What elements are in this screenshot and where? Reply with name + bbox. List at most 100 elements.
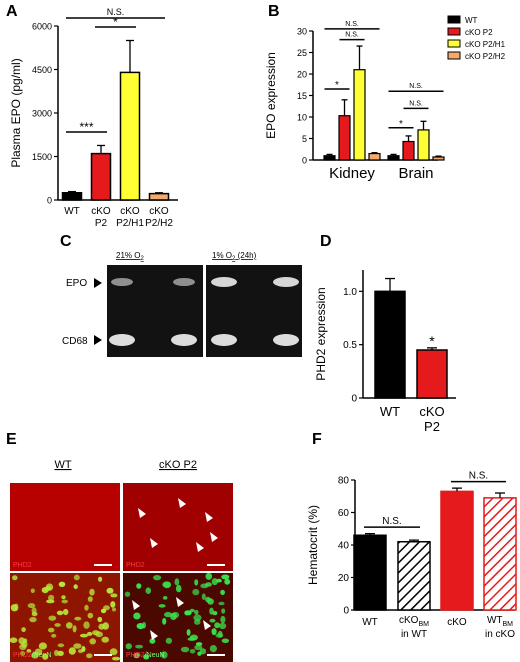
f-label-cko-bm-main: cKO: [399, 615, 419, 626]
significance-label: N.S.: [382, 516, 401, 527]
chart-b-epo-expression: 0 5 10 15 20 25 30 EPO expression Kidney Brain * N.…: [264, 15, 506, 182]
micro-cko-merge-phd2: PHD2: [126, 652, 145, 659]
neun-cell: [42, 653, 49, 660]
neun-cell: [143, 654, 150, 660]
arrowhead-icon: [210, 532, 218, 542]
significance-label: ***: [79, 120, 93, 134]
significance-label: N.S.: [409, 100, 423, 107]
neun-cell: [199, 648, 207, 655]
y-axis-title: Plasma EPO (pg/ml): [9, 58, 23, 167]
f-category-labels: WT cKOBM in WT cKO WTBM in cKO: [362, 615, 515, 640]
neun-cell: [14, 603, 19, 611]
y-axis-title: PHD2 expression: [314, 287, 328, 380]
neun-cell: [74, 616, 82, 621]
blot-epo-band: [111, 278, 133, 286]
arrowhead-icon: [176, 597, 184, 607]
neun-cell: [65, 622, 73, 629]
significance-label: *: [399, 119, 403, 130]
neun-cell: [48, 615, 57, 621]
neun-cell: [189, 634, 198, 641]
neun-cell: [72, 625, 77, 633]
micro-wt-merge-image: [10, 573, 120, 662]
y-tick-label: 20: [338, 573, 350, 584]
neun-cell: [21, 641, 28, 648]
neun-cell: [73, 584, 78, 590]
neun-cell: [175, 584, 182, 593]
neun-cell: [189, 649, 196, 654]
neun-cell: [158, 604, 166, 608]
neun-cell: [205, 572, 213, 580]
neun-cell: [87, 612, 94, 619]
y-tick-label: 6000: [32, 22, 52, 32]
bar: [432, 156, 445, 161]
blot-epo-arrow: [94, 278, 102, 288]
neun-cell: [101, 636, 109, 643]
neun-cell: [133, 612, 141, 620]
blot-header2-main: 1% O: [212, 251, 232, 260]
blot-header-1-o2-24h: 1% O2 (24h): [212, 251, 257, 262]
neun-cell: [110, 601, 116, 608]
microscopy-panel: WT cKO P2 PHD2 PHD2 PHD2/NeuN PHD2/NeuN: [9, 459, 233, 662]
micro-title-cko-p2: cKO P2: [159, 459, 197, 471]
blot-row-label-epo: EPO: [66, 278, 87, 289]
arrowhead-icon: [205, 512, 213, 522]
neun-cell: [135, 644, 144, 649]
y-tick-label: 0: [47, 196, 52, 206]
arrowhead-icon: [150, 630, 158, 640]
bar: [353, 69, 366, 161]
neun-cell: [83, 621, 90, 629]
bar: [483, 497, 517, 611]
blot-header1-main: 21% O: [116, 251, 140, 260]
micro-wt-neun-cells: [9, 574, 121, 661]
bar: [148, 192, 170, 201]
x-tick-label: cKO: [149, 206, 169, 217]
neun-cell: [9, 637, 18, 643]
neun-cell: [30, 588, 35, 594]
blot-epo-band: [173, 278, 195, 286]
neun-cell: [80, 633, 88, 638]
micro-wt-merge-phd2: PHD2: [13, 652, 32, 659]
neun-cell: [162, 581, 171, 588]
micro-wt-phd2-label: PHD2: [13, 562, 32, 569]
neun-cell: [194, 619, 201, 625]
panel-label-c: C: [60, 233, 72, 250]
chart-f-hematocrit: 0 20 40 60 80 Hematocrit (%) N.S. N.S.: [306, 471, 517, 617]
blot-header2-sub: 2: [232, 256, 236, 262]
micro-title-wt: WT: [54, 459, 71, 471]
legend-label: WT: [465, 16, 478, 25]
blot-epo-band: [273, 277, 299, 287]
neun-cell: [192, 588, 200, 596]
x-tick-label: P2: [424, 419, 440, 434]
y-axis-title: Hematocrit (%): [306, 505, 320, 585]
blot-header1-sub: 2: [140, 256, 144, 262]
neun-cell: [61, 599, 68, 604]
neun-cell: [48, 594, 55, 601]
legend-label: cKO P2/H2: [465, 52, 506, 61]
neun-cell: [194, 644, 203, 651]
neun-cell: [217, 630, 223, 638]
neun-cell: [224, 578, 231, 585]
f-label-cko-bm-line2: in WT: [401, 629, 427, 640]
neun-cell: [216, 578, 222, 583]
panel-label-a: A: [6, 3, 18, 20]
neun-cell: [194, 609, 199, 615]
neun-cell: [174, 578, 180, 586]
neun-cell: [57, 643, 65, 648]
neun-cell: [48, 627, 55, 633]
neun-cell: [51, 633, 57, 638]
y-tick-label: 1.0: [343, 287, 357, 298]
neun-cell: [95, 631, 103, 638]
chart-a-plasma-epo: 0 1500 3000 4500 6000 Plasma EPO (pg/ml) WT cKO…: [9, 7, 178, 229]
neun-cell: [110, 593, 118, 598]
significance-label: N.S.: [409, 83, 423, 90]
f-label-wt-bm-main: WT: [487, 615, 503, 626]
neun-cell: [112, 656, 121, 661]
neun-cell: [81, 646, 86, 652]
x-group-label: Brain: [398, 165, 433, 182]
micro-cko-phd2-label: PHD2: [126, 562, 145, 569]
bar: [387, 155, 400, 161]
bar: [119, 71, 141, 201]
arrowhead-icon: [178, 498, 186, 508]
